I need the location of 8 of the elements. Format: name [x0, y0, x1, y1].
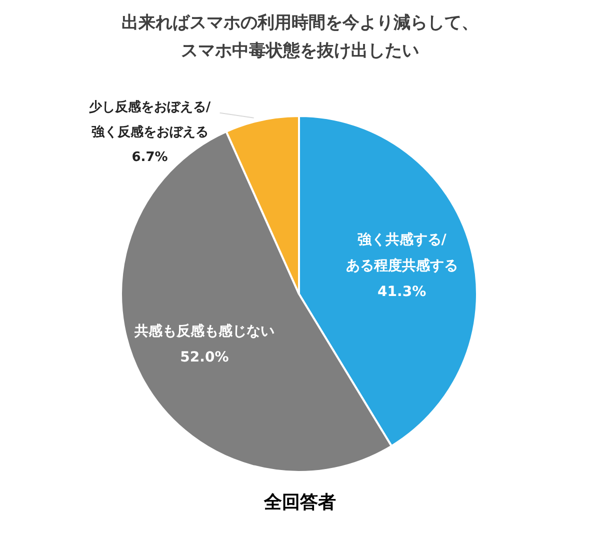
chart-title: 出来ればスマホの利用時間を今より減らして、スマホ中毒状態を抜け出したい — [122, 13, 478, 61]
slice-label: 強く共感する/ある程度共感する — [346, 232, 458, 274]
data-label: 6.7% — [132, 150, 168, 165]
text: 全回答者 — [263, 492, 336, 513]
slice-label: 共感も反感も感じない — [133, 322, 274, 340]
data-label: 52.0% — [180, 350, 229, 366]
slice-label: 少し反感をおぼえる/強く反感をおぼえる — [88, 98, 211, 140]
data-label: 41.3% — [378, 284, 426, 300]
